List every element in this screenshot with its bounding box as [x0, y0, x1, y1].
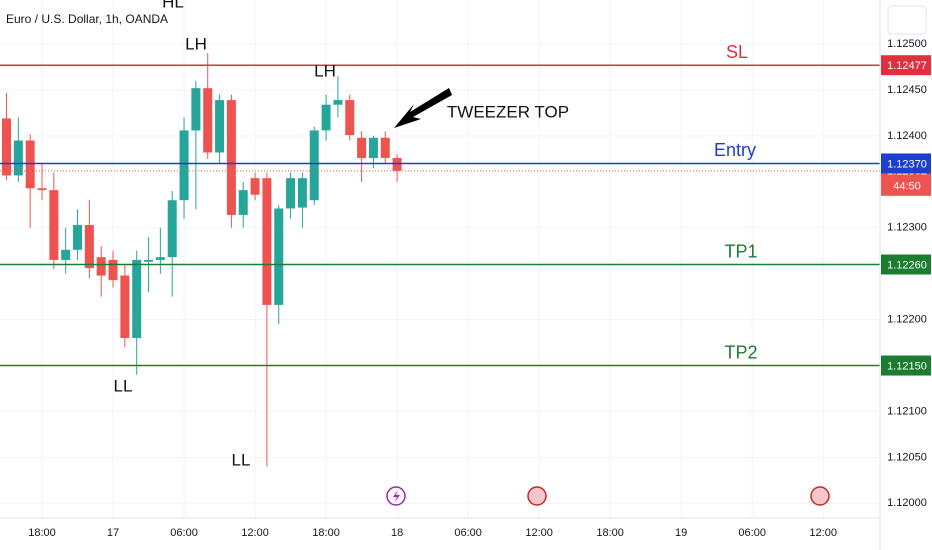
- event-icons: [386, 486, 830, 506]
- x-tick-label: 12:00: [241, 527, 269, 539]
- x-tick-label: 18:00: [312, 527, 340, 539]
- candle-body: [37, 188, 47, 191]
- level-label-box: [881, 55, 931, 76]
- axes: 1.12500 1.12450 1.12400 1.12300 1.12200 1.121…: [28, 38, 931, 539]
- x-tick-label: 06:00: [738, 527, 766, 539]
- candle-body: [215, 100, 225, 153]
- level-name: Entry: [714, 140, 756, 160]
- candle-body: [167, 200, 177, 258]
- candle-body: [73, 225, 83, 250]
- x-tick-label: 18:00: [28, 527, 56, 539]
- level-label: 1.12370: [887, 158, 927, 170]
- candle-body: [250, 178, 260, 195]
- arrow: [394, 88, 452, 128]
- candle-body: [179, 130, 189, 201]
- level-label: 1.12477: [887, 60, 927, 72]
- level-label-box: [881, 153, 931, 174]
- candle-body: [84, 225, 94, 269]
- candle-body: [309, 130, 319, 201]
- lightning: [393, 490, 400, 503]
- candle-body: [49, 190, 59, 260]
- x-tick-label: 12:00: [809, 527, 837, 539]
- x-tick-label: 12:00: [525, 527, 553, 539]
- candle-body: [380, 137, 390, 158]
- candle-body: [274, 208, 284, 305]
- y-tick-label: 1.12100: [887, 405, 927, 417]
- y-tick-label: 1.12050: [887, 451, 927, 463]
- x-tick-label: 17: [107, 527, 119, 539]
- candle-body: [120, 275, 130, 338]
- y-tick-label: 1.12400: [887, 130, 927, 142]
- y-tick-label: 1.12200: [887, 314, 927, 326]
- level-label-box: [881, 355, 931, 376]
- annotation: LH: [185, 34, 207, 53]
- candle-body: [13, 140, 23, 176]
- x-tick-label: 06:00: [170, 527, 198, 539]
- candle-body: [144, 259, 154, 262]
- x-tick-label: 19: [675, 527, 687, 539]
- candle-body: [25, 140, 35, 189]
- y-tick-label: 1.12300: [887, 222, 927, 234]
- candle-body: [132, 259, 142, 338]
- level-name: TP1: [724, 241, 757, 261]
- plot: SL Entry TP1 TP2 HL LH LH LL LL TWEEZER TOP: [0, 0, 880, 469]
- level-label: 1.12150: [887, 360, 927, 372]
- level-name: SL: [726, 42, 748, 62]
- candle-body: [61, 249, 71, 260]
- y-tick-label: 1.12000: [887, 497, 927, 509]
- candle-body: [345, 100, 355, 136]
- event-icon[interactable]: [810, 486, 830, 506]
- y-tick-label: 1.12500: [887, 38, 927, 50]
- level-name: TP2: [724, 342, 757, 362]
- chart-title: Euro / U.S. Dollar, 1h, OANDA: [6, 12, 168, 26]
- x-tick-label: 18: [391, 527, 403, 539]
- candle-body: [226, 100, 236, 215]
- annotation: TWEEZER TOP: [447, 102, 569, 121]
- settings-button[interactable]: [887, 5, 927, 35]
- y-tick-label: 1.12450: [887, 84, 927, 96]
- level-label-box: [881, 254, 931, 275]
- candle-body: [392, 157, 402, 171]
- annotation: LL: [114, 376, 133, 395]
- candle-body: [2, 118, 12, 176]
- candle-body: [357, 137, 367, 158]
- candle-body: [155, 257, 165, 260]
- annotation: HL: [162, 0, 184, 11]
- x-tick-label: 18:00: [596, 527, 624, 539]
- candle-body: [321, 104, 331, 131]
- candle-body: [286, 178, 296, 209]
- candle-body: [96, 257, 106, 276]
- level-label: 1.12260: [887, 259, 927, 271]
- candle-body: [108, 259, 118, 281]
- candle-body: [238, 190, 248, 215]
- candle-body: [262, 178, 272, 305]
- annotation: LH: [314, 61, 336, 80]
- candle-body: [333, 100, 343, 105]
- x-tick-label: 06:00: [454, 527, 482, 539]
- annotation: LL: [232, 450, 251, 469]
- candle-body: [203, 88, 213, 153]
- candle-body: [191, 88, 201, 131]
- candle-body: [368, 137, 378, 158]
- countdown: 44:50: [893, 181, 921, 193]
- candle-body: [297, 178, 307, 208]
- event-icon[interactable]: [527, 486, 547, 506]
